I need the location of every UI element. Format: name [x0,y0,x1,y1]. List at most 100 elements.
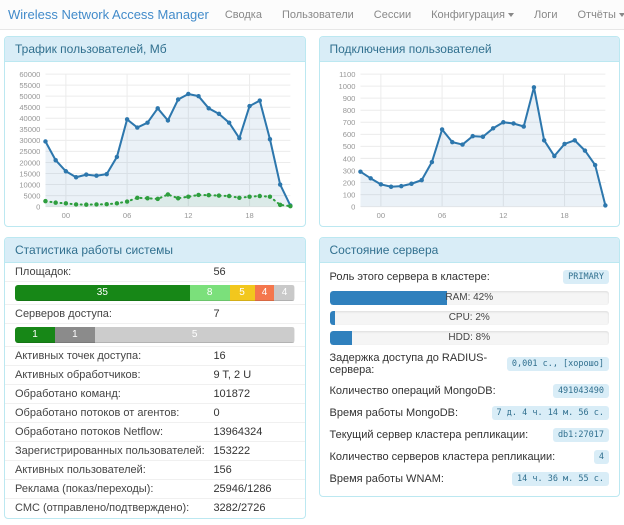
panel-server-state: Состояние сервера Роль этого сервера в к… [318,236,620,497]
svg-text:1100: 1100 [339,70,355,79]
nav-label: Конфигурация [431,8,505,21]
server-row-radius-delay: Задержка доступа до RADIUS-сервера: 0,00… [320,348,620,380]
stat-value: 153222 [213,444,251,457]
svg-text:400: 400 [342,154,355,163]
nav-item-summary[interactable]: Сводка [225,9,262,21]
svg-text:0: 0 [351,202,355,211]
svg-text:18: 18 [245,211,253,220]
stat-label: Площадок: [15,265,72,278]
stat-value: 25946/1286 [213,482,272,495]
server-row-wnam-uptime: Время работы WNAM: 14 ч. 36 м. 55 с. [320,468,620,490]
panel-title: Состояние сервера [319,237,619,263]
stat-label: СМС (отправлено/подтверждено): [15,502,190,515]
stat-label: Обработано потоков Netflow: [15,425,164,438]
brand-link[interactable]: Wireless Network Access Manager [8,7,209,22]
sites-stackbar-row: 35 8 5 4 4 [5,282,305,305]
svg-text:06: 06 [123,211,131,220]
panel-title: Трафик пользователей, Мб [5,37,305,62]
stat-value: 7 [213,307,220,320]
stat-row-sites: Площадок: 56 [5,263,305,282]
stat-label: Обработано потоков от агентов: [15,406,180,419]
svg-text:0: 0 [36,202,40,211]
svg-text:25000: 25000 [19,147,40,156]
panel-title: Подключения пользователей [319,37,619,62]
hdd-meter-fill [329,330,352,345]
server-state-list: Роль этого сервера в кластере: PRIMARY R… [320,263,620,496]
stat-value: 101872 [213,387,251,400]
stat-label: Активных точек доступа: [15,349,142,362]
nav-label: Сводка [224,8,262,21]
panel-traffic: Трафик пользователей, Мб 0 5000 10000 15000… [4,36,306,227]
stat-value: 56 [213,265,226,278]
panel-system-stats: Статистика работы системы Площадок: 56 3… [4,236,306,519]
stackbar-segment: 5 [94,326,295,343]
stackbar-segment: 4 [274,284,295,301]
stackbar-segment: 4 [254,284,275,301]
svg-text:12: 12 [499,211,507,220]
stackbar-segment: 1 [54,326,95,343]
svg-text:00: 00 [62,211,70,220]
traffic-chart: 0 5000 10000 15000 20000 25000 30000 35000 40000… [19,70,293,220]
dashboard-grid: Трафик пользователей, Мб 0 5000 10000 15000… [0,30,624,525]
stat-label: Серверов доступа: [15,307,112,320]
stat-row-netflow: Обработано потоков Netflow: 13964324 [5,423,305,442]
value-badge: 491043490 [552,383,609,398]
hdd-meter: HDD: 8% [320,328,620,348]
chevron-down-icon [507,12,514,17]
value-badge: 4 [593,449,609,464]
nav-label: Отчёты [577,8,616,21]
stat-value: 0 [213,406,220,419]
server-row-replica-current: Текущий сервер кластера репликации: db1:… [320,424,620,446]
svg-text:500: 500 [342,142,355,151]
svg-text:06: 06 [437,211,445,220]
svg-text:600: 600 [342,130,355,139]
stats-list: Площадок: 56 35 8 5 4 4 Серверов доступа: 7 … [5,263,305,518]
stat-row-active-users: Активных пользователей: 156 [5,461,305,480]
svg-text:12: 12 [184,211,192,220]
ram-meter-fill [329,290,447,305]
stat-value: 16 [213,349,226,362]
ram-meter-label: RAM: 42% [445,291,494,303]
nav-label: Логи [533,8,558,21]
stat-label: Активных обработчиков: [15,368,141,381]
svg-text:100: 100 [342,190,355,199]
server-row-label: Задержка доступа до RADIUS-сервера: [329,351,488,376]
svg-text:200: 200 [342,178,355,187]
stat-row-commands: Обработано команд: 101872 [5,385,305,404]
primary-role-badge: PRIMARY [563,269,609,284]
stat-value: 13964324 [213,425,263,438]
svg-text:5000: 5000 [24,191,41,200]
svg-text:900: 900 [342,94,355,103]
svg-text:700: 700 [342,118,355,127]
panel-connections: Подключения пользователей 0 100 200 300 400 5… [318,36,620,227]
stat-label: Зарегистрированных пользователей: [15,444,205,457]
nav-item-users[interactable]: Пользователи [282,9,354,21]
stat-row-sms: СМС (отправлено/подтверждено): 3282/2726 [5,499,305,518]
stat-value: 9 T, 2 U [213,368,252,381]
panel-title: Статистика работы системы [5,237,305,263]
nav-item-configuration[interactable]: Конфигурация [431,9,514,21]
svg-text:30000: 30000 [19,136,40,145]
stackbar-segment: 35 [15,284,190,301]
nav-item-reports[interactable]: Отчёты [577,9,624,21]
svg-text:40000: 40000 [19,114,40,123]
svg-text:300: 300 [342,166,355,175]
nav-label: Пользователи [281,8,354,21]
server-row-label: Время работы WNAM: [329,472,444,485]
stackbar-segment: 1 [15,326,55,343]
server-row-mongodb-uptime: Время работы MongoDB: 7 д. 4 ч. 14 м. 56… [320,402,620,424]
svg-text:60000: 60000 [19,70,40,79]
server-row-label: Текущий сервер кластера репликации: [329,428,529,441]
nav-item-logs[interactable]: Логи [534,9,558,21]
connections-chart: 0 100 200 300 400 500 600 700 800 900 1000 1100 00 06… [338,70,608,220]
hdd-meter-label: HDD: 8% [448,331,491,343]
stat-row-ads: Реклама (показ/переходы): 25946/1286 [5,480,305,499]
nav-item-sessions[interactable]: Сессии [374,9,411,21]
stat-row-active-aps: Активных точек доступа: 16 [5,347,305,366]
stat-row-registered-users: Зарегистрированных пользователей: 153222 [5,442,305,461]
cpu-meter-label: CPU: 2% [448,311,490,323]
stackbar-segment: 8 [189,284,230,301]
chevron-down-icon [618,12,624,17]
